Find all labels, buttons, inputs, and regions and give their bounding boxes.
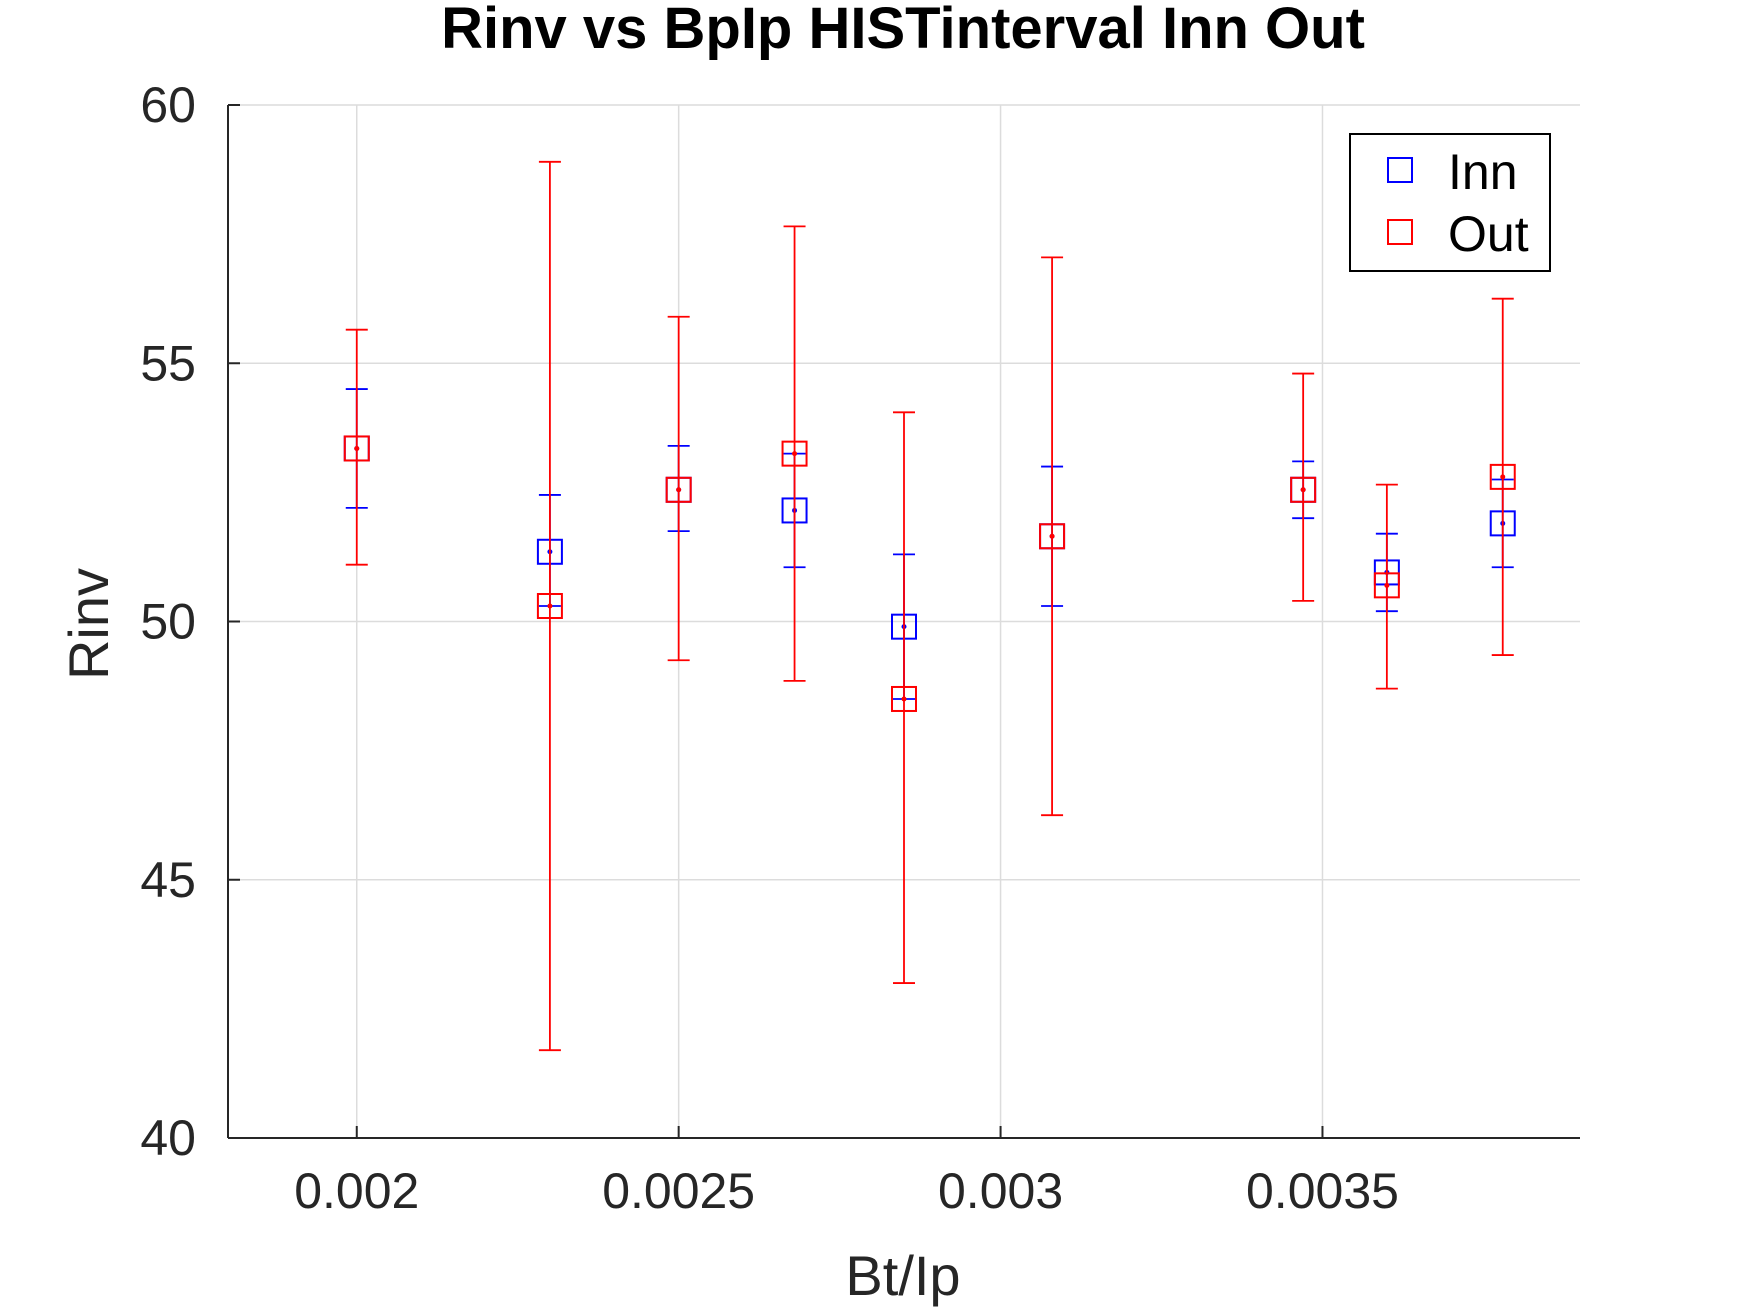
series-layer — [343, 160, 1516, 1052]
series-inn — [343, 388, 1516, 700]
tick-labels: 0.002 0.0025 0.003 0.0035 40 45 50 55 60 — [140, 77, 1399, 1219]
x-tick-label: 0.0035 — [1246, 1163, 1399, 1219]
y-tick-label: 60 — [140, 77, 196, 133]
data-point-marker — [1290, 476, 1317, 503]
y-tick-label: 50 — [140, 594, 196, 650]
series-out — [343, 160, 1516, 1052]
y-tick-label: 55 — [140, 335, 196, 391]
data-point-marker — [781, 440, 808, 467]
data-point-dot — [354, 445, 360, 451]
axes — [227, 104, 1580, 1139]
legend-label-inn: Inn — [1448, 144, 1518, 200]
data-point-marker — [665, 476, 692, 503]
data-point-dot — [1384, 582, 1390, 588]
legend-box — [1349, 133, 1551, 272]
data-point-dot — [676, 487, 682, 493]
x-tick-label: 0.003 — [938, 1163, 1063, 1219]
y-axis-label: Rinv — [57, 568, 120, 680]
data-point-marker — [343, 435, 370, 462]
x-axis-label: Bt/Ip — [845, 1244, 960, 1307]
data-point-dot — [901, 696, 907, 702]
x-tick-label: 0.002 — [294, 1163, 419, 1219]
chart-title: Rinv vs BpIp HISTinterval Inn Out — [441, 0, 1365, 61]
legend-label-out: Out — [1448, 206, 1529, 262]
data-point-marker — [536, 593, 563, 620]
y-tick-label: 40 — [140, 1110, 196, 1166]
legend: Inn Out — [1349, 133, 1551, 272]
data-point-dot — [1500, 474, 1506, 480]
data-point-marker — [1373, 572, 1400, 599]
data-point-dot — [1300, 487, 1306, 493]
data-point-marker — [891, 685, 917, 712]
data-point-marker — [1039, 523, 1066, 550]
legend-marker-inn — [1387, 157, 1413, 183]
data-point-marker — [1489, 463, 1516, 490]
legend-marker-out — [1387, 219, 1413, 245]
y-tick-label: 45 — [140, 852, 196, 908]
data-point-dot — [792, 451, 798, 457]
x-tick-label: 0.0025 — [602, 1163, 755, 1219]
data-point-dot — [547, 603, 553, 609]
data-point-dot — [1049, 533, 1055, 539]
